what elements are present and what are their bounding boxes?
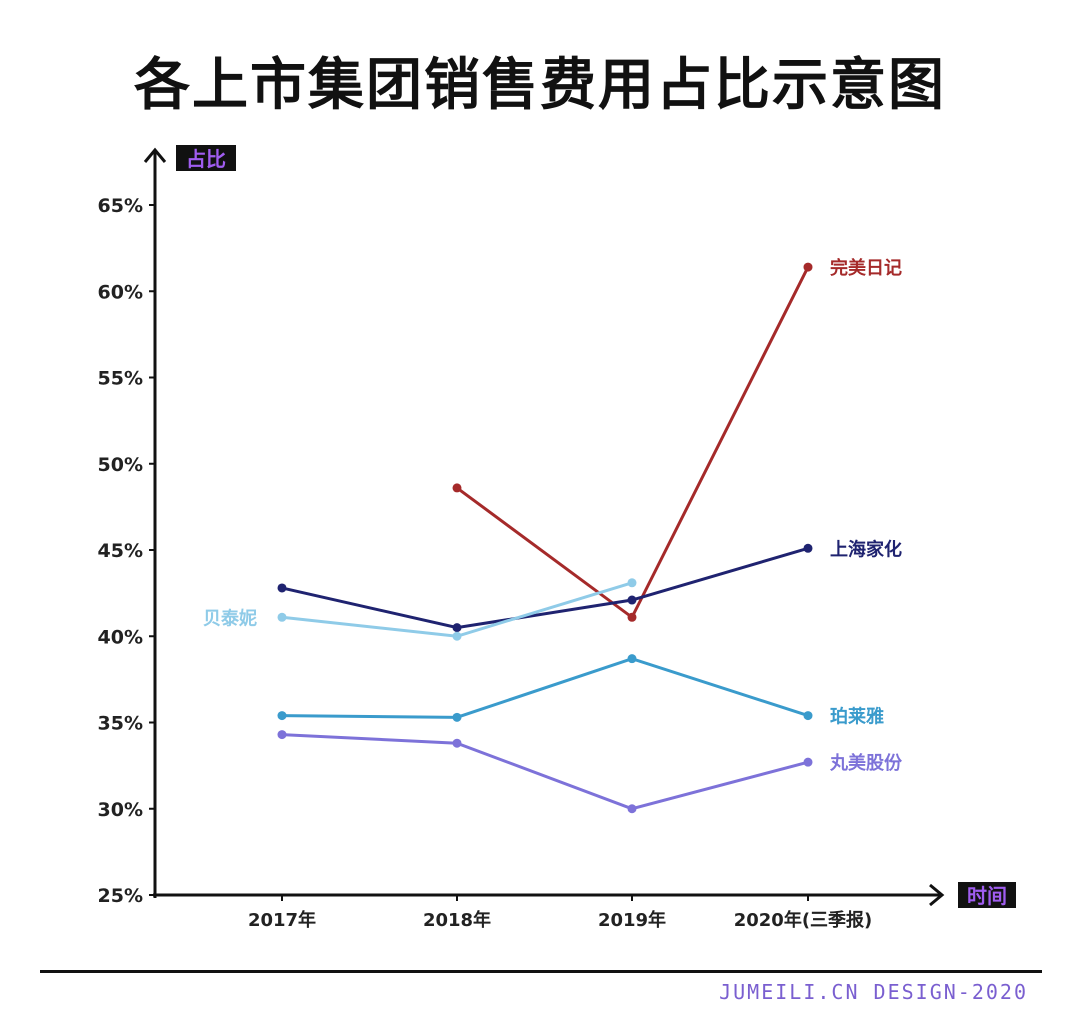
y-tick-label: 45% bbox=[98, 540, 143, 562]
series-label-2: 贝泰妮 bbox=[203, 607, 257, 629]
data-point bbox=[803, 262, 813, 272]
y-tick-label: 60% bbox=[98, 281, 143, 303]
y-axis-arrow-icon bbox=[143, 147, 167, 163]
x-tick-label: 2020年(三季报) bbox=[734, 909, 873, 931]
data-point bbox=[452, 631, 462, 641]
x-tick-label: 2018年 bbox=[423, 909, 491, 931]
data-point bbox=[277, 612, 287, 622]
series-line-3 bbox=[281, 657, 809, 719]
data-point bbox=[627, 578, 637, 588]
y-tick-label: 50% bbox=[98, 454, 143, 476]
chart-title: 各上市集团销售费用占比示意图 bbox=[134, 53, 946, 118]
data-point bbox=[452, 712, 462, 722]
x-axis-label-box bbox=[958, 882, 1016, 908]
data-point bbox=[452, 738, 462, 748]
y-tick-label: 30% bbox=[98, 799, 143, 821]
data-point bbox=[627, 654, 637, 664]
data-point bbox=[627, 612, 637, 622]
data-point bbox=[803, 711, 813, 721]
footer-credit: JUMEILI.CN DESIGN-2020 bbox=[719, 980, 1028, 1004]
data-point bbox=[452, 483, 462, 493]
x-tick-label: 2019年 bbox=[598, 909, 666, 931]
data-point bbox=[277, 711, 287, 721]
y-tick-label: 25% bbox=[98, 885, 143, 907]
y-tick-label: 40% bbox=[98, 626, 143, 648]
series-label-4: 丸美股份 bbox=[829, 752, 903, 774]
data-point bbox=[803, 543, 813, 553]
data-point bbox=[627, 804, 637, 814]
y-tick-label: 65% bbox=[98, 195, 143, 217]
x-tick-label: 2017年 bbox=[248, 909, 316, 931]
series-label-3: 珀莱雅 bbox=[830, 706, 884, 728]
y-tick-label: 35% bbox=[98, 713, 143, 735]
series-label-0: 完美日记 bbox=[830, 257, 902, 279]
x-axis-arrow-icon bbox=[929, 883, 945, 907]
series-line-1 bbox=[281, 546, 809, 630]
series-label-1: 上海家化 bbox=[830, 538, 902, 560]
x-axis-label: 时间 bbox=[967, 884, 1007, 908]
y-tick-label: 55% bbox=[98, 368, 143, 390]
data-point bbox=[452, 623, 462, 633]
series-line-4 bbox=[281, 733, 809, 811]
data-point bbox=[277, 583, 287, 593]
y-axis-label-box bbox=[176, 145, 236, 171]
y-axis-label: 占比 bbox=[186, 147, 226, 171]
data-point bbox=[277, 730, 287, 740]
data-point bbox=[627, 595, 637, 605]
data-point bbox=[803, 757, 813, 767]
footer-divider bbox=[40, 970, 1042, 973]
